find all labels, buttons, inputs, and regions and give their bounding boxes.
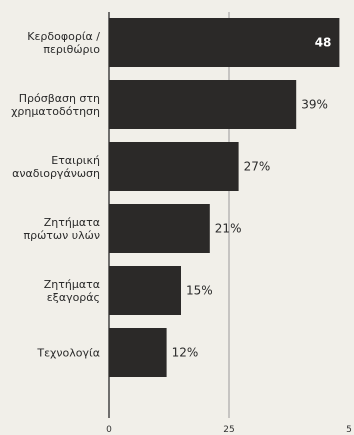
category-label-5: Τεχνολογία bbox=[36, 347, 100, 360]
bar-0 bbox=[109, 18, 340, 67]
value-label-1: 39% bbox=[301, 98, 328, 112]
x-tick-label-1: 25 bbox=[223, 425, 234, 435]
bar-3 bbox=[109, 204, 210, 253]
category-label-1: Πρόσβαση στη χρηματοδότηση bbox=[11, 92, 100, 118]
category-label-0: Κερδοφορία / περιθώριο bbox=[27, 30, 100, 56]
value-label-3: 21% bbox=[215, 222, 242, 236]
category-label-2: Εταιρική αναδιοργάνωση bbox=[12, 154, 100, 180]
ticks-layer: 0 25 5 bbox=[106, 425, 352, 435]
category-label-4: Ζητήματα εξαγοράς bbox=[44, 278, 100, 304]
bar-2 bbox=[109, 142, 239, 191]
x-tick-label-2: 5 bbox=[346, 425, 352, 435]
value-label-4: 15% bbox=[186, 284, 213, 298]
value-label-0: 48 bbox=[315, 36, 332, 50]
labels-layer: 48 Κερδοφορία / περιθώριο 39% Πρόσβαση στη χρ… bbox=[11, 30, 331, 360]
bar-1 bbox=[109, 80, 297, 129]
bar-4 bbox=[109, 266, 181, 315]
x-tick-label-0: 0 bbox=[106, 425, 112, 435]
value-label-2: 27% bbox=[244, 160, 271, 174]
bar-5 bbox=[109, 328, 167, 377]
value-label-5: 12% bbox=[172, 346, 199, 360]
bars-layer bbox=[109, 18, 340, 377]
category-label-3: Ζητήματα πρώτων υλών bbox=[23, 216, 100, 242]
